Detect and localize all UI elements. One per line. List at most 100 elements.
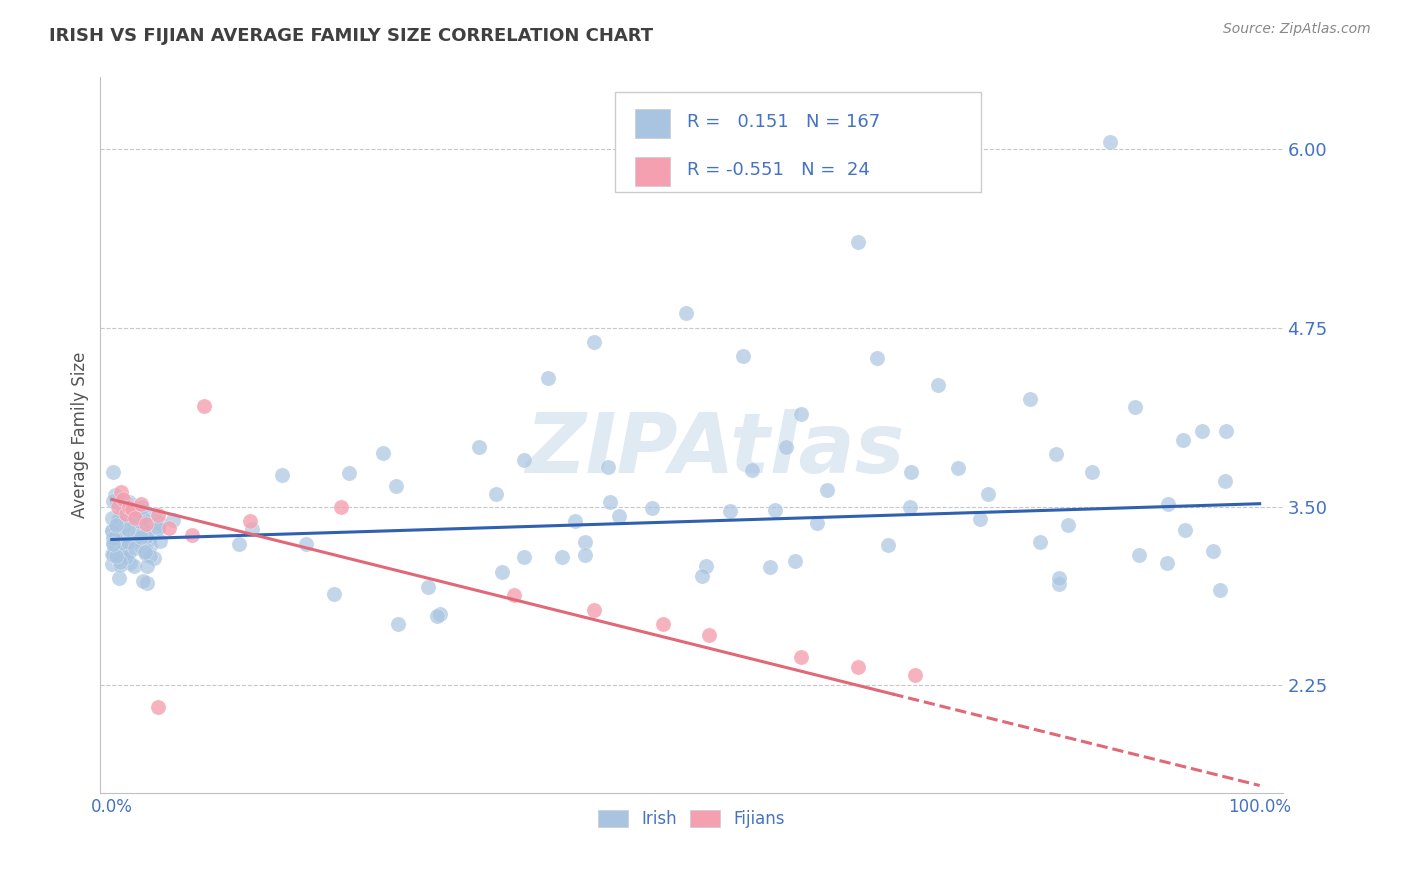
Point [675, 306, 697, 320]
Point [181, 528, 204, 542]
Point [101, 534, 124, 549]
Point [108, 555, 131, 569]
Point [117, 548, 139, 562]
Point [117, 508, 139, 522]
Point [112, 548, 135, 562]
Point [107, 521, 129, 535]
Point [110, 544, 132, 558]
Point [146, 508, 169, 523]
Point [143, 551, 166, 566]
Point [149, 516, 172, 530]
Point [135, 516, 157, 531]
Point [718, 504, 741, 518]
Point [115, 551, 138, 566]
Text: Source: ZipAtlas.com: Source: ZipAtlas.com [1223, 22, 1371, 37]
Point [104, 540, 127, 554]
Point [1209, 582, 1232, 597]
Point [101, 523, 124, 537]
Point [1156, 556, 1178, 570]
Point [866, 351, 889, 365]
Point [103, 537, 125, 551]
Point [112, 510, 135, 524]
Point [108, 553, 131, 567]
Point [101, 547, 124, 561]
Point [115, 541, 138, 555]
Point [108, 516, 131, 531]
Point [193, 400, 215, 414]
Point [128, 534, 150, 549]
Point [1056, 517, 1078, 532]
Point [741, 463, 763, 477]
Point [1215, 424, 1237, 438]
Point [641, 500, 664, 515]
Point [323, 587, 346, 601]
Point [118, 536, 141, 550]
Point [118, 512, 141, 526]
Point [373, 446, 395, 460]
Point [117, 551, 139, 566]
Point [117, 551, 139, 566]
Point [877, 538, 900, 552]
Point [121, 506, 143, 520]
Point [1123, 400, 1146, 414]
Point [846, 660, 869, 674]
Point [502, 588, 524, 602]
Point [162, 512, 184, 526]
Point [118, 520, 141, 534]
Point [733, 350, 755, 364]
Point [240, 522, 263, 536]
Point [120, 556, 142, 570]
Point [927, 378, 949, 392]
Point [105, 539, 128, 553]
Point [124, 541, 146, 555]
Point [107, 500, 129, 514]
Point [337, 466, 360, 480]
Point [108, 526, 131, 541]
Point [564, 514, 586, 528]
Point [789, 649, 811, 664]
Point [104, 531, 127, 545]
Point [103, 526, 125, 541]
Point [115, 525, 138, 540]
Point [132, 516, 155, 531]
Point [104, 487, 127, 501]
Point [513, 550, 536, 565]
Point [101, 531, 124, 545]
Point [599, 495, 621, 509]
Point [1157, 497, 1180, 511]
Point [513, 452, 536, 467]
Point [1099, 135, 1122, 149]
Point [537, 371, 560, 385]
Point [468, 440, 491, 454]
Point [122, 508, 145, 523]
Point [115, 548, 138, 562]
Point [104, 531, 127, 545]
Point [131, 574, 153, 588]
Point [110, 558, 132, 572]
Point [139, 549, 162, 563]
Point [146, 519, 169, 533]
Point [775, 440, 797, 454]
Point [141, 508, 163, 523]
Point [574, 548, 596, 562]
Point [104, 526, 127, 541]
Point [112, 521, 135, 535]
Point [105, 517, 128, 532]
FancyBboxPatch shape [634, 109, 671, 138]
Point [271, 467, 294, 482]
Point [1128, 548, 1150, 562]
Text: R = -0.551   N =  24: R = -0.551 N = 24 [686, 161, 870, 179]
Point [815, 483, 838, 497]
Point [124, 504, 146, 518]
Point [101, 494, 124, 508]
Point [295, 537, 318, 551]
Point [651, 616, 673, 631]
Point [111, 541, 134, 556]
Point [117, 533, 139, 547]
Point [103, 546, 125, 560]
Point [135, 530, 157, 544]
Point [695, 559, 717, 574]
Point [330, 500, 353, 514]
Point [977, 487, 1000, 501]
Point [429, 607, 451, 622]
